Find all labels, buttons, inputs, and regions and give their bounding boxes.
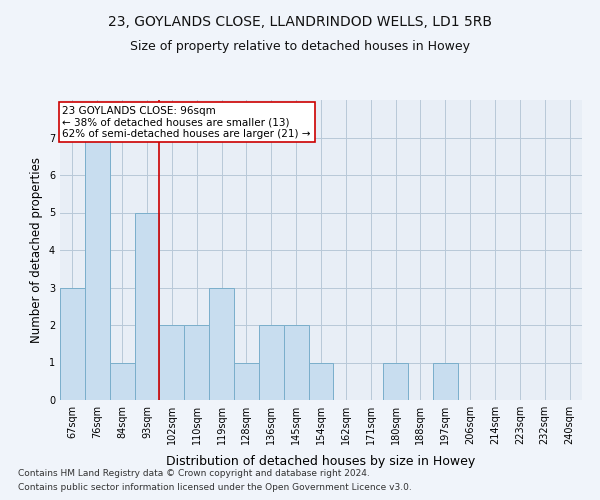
Text: Contains public sector information licensed under the Open Government Licence v3: Contains public sector information licen…	[18, 484, 412, 492]
Text: Size of property relative to detached houses in Howey: Size of property relative to detached ho…	[130, 40, 470, 53]
Bar	[134, 212, 160, 400]
Bar	[234, 362, 259, 400]
Bar	[433, 362, 458, 400]
Text: 23, GOYLANDS CLOSE, LLANDRINDOD WELLS, LD1 5RB: 23, GOYLANDS CLOSE, LLANDRINDOD WELLS, L…	[108, 15, 492, 29]
Bar	[160, 325, 184, 400]
Bar	[184, 325, 209, 400]
Text: 23 GOYLANDS CLOSE: 96sqm
← 38% of detached houses are smaller (13)
62% of semi-d: 23 GOYLANDS CLOSE: 96sqm ← 38% of detach…	[62, 106, 311, 139]
X-axis label: Distribution of detached houses by size in Howey: Distribution of detached houses by size …	[166, 456, 476, 468]
Bar	[383, 362, 408, 400]
Text: Contains HM Land Registry data © Crown copyright and database right 2024.: Contains HM Land Registry data © Crown c…	[18, 468, 370, 477]
Y-axis label: Number of detached properties: Number of detached properties	[31, 157, 43, 343]
Bar	[284, 325, 308, 400]
Bar	[110, 362, 134, 400]
Bar	[60, 288, 85, 400]
Bar	[209, 288, 234, 400]
Bar	[259, 325, 284, 400]
Bar	[85, 138, 110, 400]
Bar	[308, 362, 334, 400]
